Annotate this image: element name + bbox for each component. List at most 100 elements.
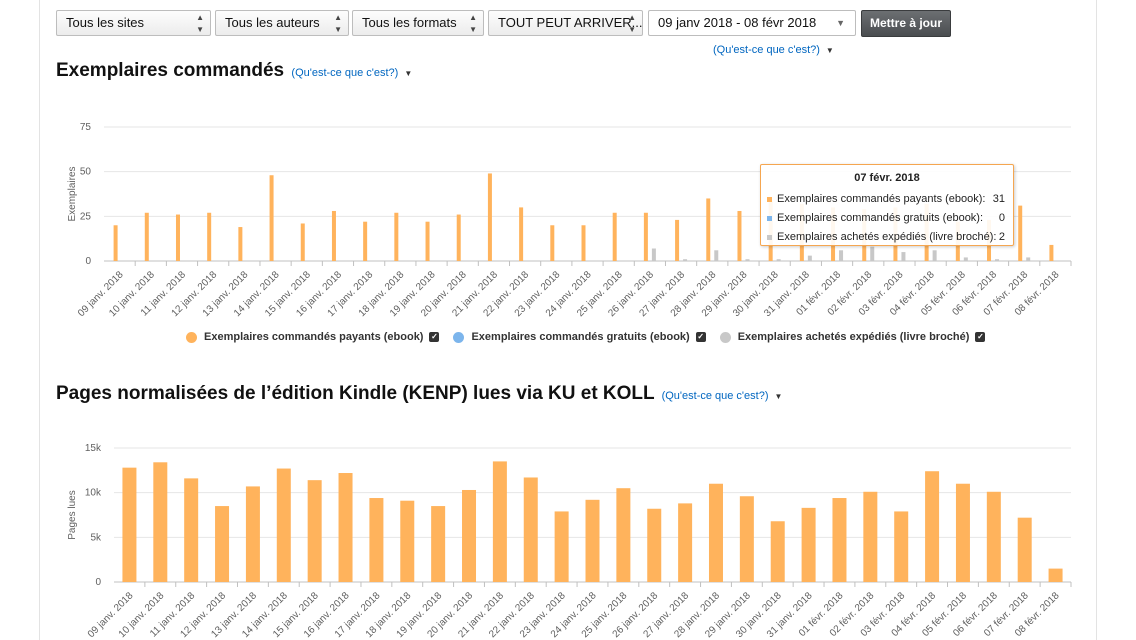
- x-tick-label: 02 févr. 2018: [828, 590, 877, 639]
- bar-pages: [925, 471, 940, 582]
- bar-paid: [269, 175, 274, 261]
- bar-pages: [523, 477, 538, 582]
- x-tick-label: 01 févr. 2018: [797, 590, 846, 639]
- orders-title: Exemplaires commandés: [56, 60, 285, 81]
- bar-pages: [153, 462, 168, 582]
- formats-select[interactable]: Tous les formats ▲ ▼: [352, 10, 484, 36]
- checkbox-checked-icon[interactable]: ✓: [429, 332, 440, 342]
- chevron-down-icon[interactable]: ▼: [825, 46, 834, 55]
- bar-shipped: [683, 259, 688, 261]
- legend-dot-free: [453, 331, 465, 343]
- x-tick-label: 11 janv. 2018: [148, 590, 197, 639]
- kenp-help-link[interactable]: (Qu'est-ce que c'est?): [661, 390, 769, 402]
- y-tick-label: 15k: [85, 443, 102, 454]
- x-tick-label: 17 janv. 2018: [333, 590, 383, 640]
- bar-pages: [647, 508, 662, 582]
- bar-pages: [832, 498, 847, 582]
- x-tick-label: 18 janv. 2018: [364, 590, 414, 640]
- y-tick-label: 0: [95, 577, 101, 588]
- sites-select[interactable]: Tous les sites ▲ ▼: [56, 10, 211, 36]
- bar-paid: [550, 225, 555, 261]
- tooltip-swatch-free: [767, 216, 772, 221]
- orders-help-link[interactable]: (Qu'est-ce que c'est?): [291, 67, 399, 79]
- formats-select-label: Tous les formats: [362, 15, 457, 30]
- tooltip-value: 31: [992, 193, 1005, 205]
- bar-pages: [708, 483, 723, 582]
- tooltip-row-shipped: Exemplaires achetés expédiés (livre broc…: [761, 228, 1013, 247]
- checkbox-checked-icon[interactable]: ✓: [695, 332, 706, 342]
- chevron-down-icon[interactable]: ▼: [404, 69, 413, 78]
- legend-dot-paid: [186, 331, 197, 343]
- x-tick-label: 23 janv. 2018: [518, 590, 568, 640]
- tooltip-value: 0: [998, 212, 1005, 224]
- bar-pages: [276, 468, 291, 582]
- x-tick-label: 05 févr. 2018: [920, 590, 969, 639]
- legend-dot-shipped: [719, 331, 731, 343]
- x-tick-label: 16 janv. 2018: [302, 590, 352, 640]
- bar-pages: [894, 511, 909, 582]
- legend-item-shipped[interactable]: Exemplaires achetés expédiés (livre broc…: [719, 331, 986, 343]
- select-arrows-icon: ▲ ▼: [196, 13, 204, 34]
- bar-paid: [581, 225, 586, 261]
- bar-paid: [1018, 205, 1023, 261]
- bar-shipped: [714, 250, 719, 261]
- bar-shipped: [932, 250, 937, 261]
- bar-shipped: [870, 246, 875, 261]
- x-tick-label: 08 févr. 2018: [1013, 590, 1062, 639]
- chevron-down-icon: ▼: [836, 18, 845, 28]
- bar-paid: [238, 227, 243, 261]
- date-range-label: 09 janv 2018 - 08 févr 2018: [658, 15, 817, 30]
- update-button[interactable]: Mettre à jour: [861, 10, 951, 37]
- authors-select[interactable]: Tous les auteurs ▲ ▼: [215, 10, 349, 36]
- tooltip-swatch-shipped: [767, 235, 772, 240]
- bar-shipped: [901, 252, 906, 261]
- bar-paid: [1049, 244, 1054, 261]
- x-tick-label: 22 janv. 2018: [487, 590, 537, 640]
- x-tick-label: 20 janv. 2018: [425, 590, 475, 640]
- tooltip-value: 2: [998, 231, 1005, 243]
- x-tick-label: 30 janv. 2018: [734, 590, 784, 640]
- date-range-picker[interactable]: 09 janv 2018 - 08 févr 2018 ▼: [648, 10, 856, 36]
- bar-pages: [801, 507, 816, 582]
- tooltip-row-free: Exemplaires commandés gratuits (ebook): …: [761, 209, 1013, 228]
- tooltip-swatch-paid: [767, 197, 772, 202]
- legend-item-paid[interactable]: Exemplaires commandés payants (ebook) ✓: [186, 331, 440, 343]
- legend-label-free: Exemplaires commandés gratuits (ebook): [471, 331, 690, 343]
- chevron-down-icon[interactable]: ▼: [774, 392, 783, 401]
- x-tick-label: 04 févr. 2018: [890, 590, 939, 639]
- y-tick-label: 5k: [90, 532, 102, 543]
- bar-paid: [456, 214, 461, 261]
- date-help-link[interactable]: (Qu'est-ce que c'est?): [713, 44, 820, 56]
- y-axis-label: Pages lues: [67, 490, 78, 539]
- legend-label-paid: Exemplaires commandés payants (ebook): [204, 331, 424, 343]
- bar-pages: [307, 480, 322, 582]
- bar-paid: [175, 214, 180, 261]
- bar-pages: [400, 500, 415, 582]
- bar-paid: [144, 212, 149, 261]
- x-tick-label: 29 janv. 2018: [703, 590, 753, 640]
- bar-pages: [122, 467, 137, 582]
- book-select[interactable]: TOUT PEUT ARRIVER... ▲ ▼: [488, 10, 643, 36]
- sites-select-label: Tous les sites: [66, 15, 145, 30]
- legend-item-free[interactable]: Exemplaires commandés gratuits (ebook) ✓: [453, 331, 706, 343]
- bar-pages: [678, 503, 693, 582]
- tooltip-label: Exemplaires commandés payants (ebook):: [777, 193, 986, 205]
- bar-pages: [492, 461, 507, 582]
- bar-pages: [462, 489, 477, 582]
- bar-paid: [331, 210, 336, 261]
- bar-paid: [300, 223, 305, 261]
- legend-label-shipped: Exemplaires achetés expédiés (livre broc…: [737, 331, 970, 343]
- bar-paid: [612, 212, 617, 261]
- bar-pages: [184, 478, 199, 582]
- y-tick-label: 0: [85, 256, 91, 267]
- y-axis-label: Exemplaires: [67, 166, 78, 221]
- bar-paid: [487, 173, 492, 261]
- bar-paid: [675, 219, 680, 261]
- orders-section-title: Exemplaires commandés (Qu'est-ce que c'e…: [56, 60, 412, 82]
- tooltip-label: Exemplaires achetés expédiés (livre broc…: [777, 231, 997, 243]
- checkbox-checked-icon[interactable]: ✓: [975, 332, 986, 342]
- bar-pages: [215, 506, 230, 582]
- x-tick-label: 12 janv. 2018: [178, 590, 228, 640]
- bar-pages: [554, 511, 569, 582]
- bar-pages: [863, 491, 878, 582]
